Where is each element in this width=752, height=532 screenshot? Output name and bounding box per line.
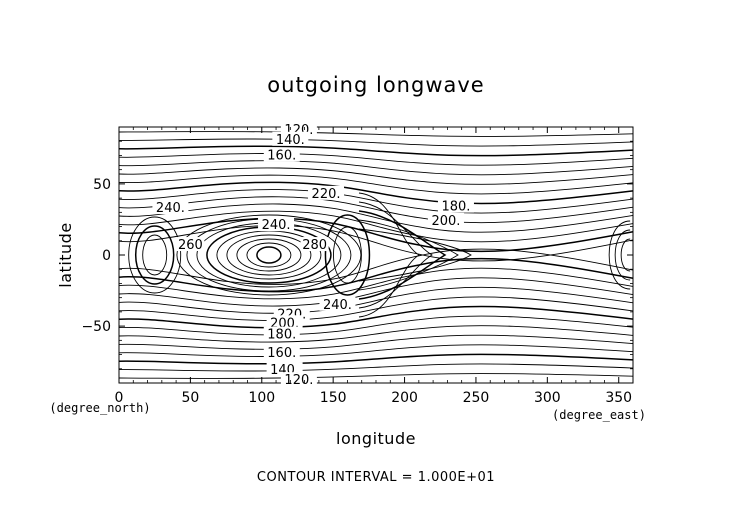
contour-closed-america: [614, 229, 631, 281]
y-axis-label: latitude: [56, 222, 75, 287]
contour-closed-africa: [128, 216, 182, 294]
contour-label-bg: [280, 372, 317, 387]
contour-line-south: [118, 277, 634, 307]
contour-closed-west-pacific: [196, 222, 342, 288]
contour-label: 160.: [267, 148, 296, 163]
contour-tongue: [358, 201, 433, 309]
contour-line-north: [118, 181, 634, 205]
contour-tongue: [358, 192, 420, 318]
x-tick-label: 300: [534, 390, 561, 406]
contour-closed-central-pacific: [324, 214, 371, 296]
contour-label: 240.: [323, 298, 352, 313]
contour-line-north: [118, 138, 634, 147]
contour-label-bg: [263, 326, 300, 341]
contour-line-north: [118, 189, 634, 214]
contour-line-south: [118, 373, 634, 379]
contour-label-bg: [266, 315, 303, 330]
contour-line-south: [118, 296, 634, 321]
contour-closed-africa: [134, 225, 175, 285]
contour-closed-west-pacific: [206, 226, 332, 284]
contour-tongue: [358, 228, 472, 282]
x-tick-label: 350: [605, 390, 632, 406]
x-tick-label: 100: [248, 390, 275, 406]
contour-line-north: [118, 203, 634, 233]
contour-line-south: [118, 334, 634, 350]
chart-title: outgoing longwave: [267, 73, 484, 97]
contour-closed-america: [608, 220, 631, 290]
x-tick-label: 200: [391, 390, 418, 406]
contour-label: 200.: [431, 214, 460, 229]
contour-line-north: [118, 196, 634, 224]
contour-line-south: [118, 353, 634, 365]
contour-tongue: [358, 219, 459, 291]
contour-closed-central-pacific: [332, 226, 362, 284]
contour-label-bg: [319, 296, 356, 311]
x-axis-label: longitude: [336, 429, 416, 448]
y-tick-label: 0: [102, 248, 111, 264]
contour-line-north: [118, 174, 634, 195]
contour-label: 260: [178, 238, 203, 253]
contour-line-south: [118, 363, 634, 372]
contour-closed-west-pacific: [186, 218, 352, 292]
contour-closed-west-pacific: [246, 242, 292, 268]
contour-line-south: [118, 286, 634, 314]
contour-label-bg: [427, 212, 464, 227]
contour-closed-west-pacific: [226, 234, 312, 276]
x-axis-ticks: 0 50 100 150 200 250 300 350: [115, 127, 632, 406]
contour-closed-west-pacific: [176, 214, 362, 296]
contour-line-north: [118, 145, 634, 157]
y-axis-ticks: −50 0 50: [81, 140, 633, 370]
contour-line-south: [118, 315, 634, 336]
contour-line-north: [118, 167, 634, 185]
contour-line-north: [118, 210, 634, 243]
x-tick-label: 0: [115, 390, 124, 406]
contour-line-south: [118, 325, 634, 343]
x-tick-label: 150: [320, 390, 347, 406]
contour-line-south: [118, 344, 634, 357]
contour-label-bg: [308, 185, 345, 200]
contour-label: 280: [302, 238, 327, 253]
contour-label-bg: [300, 237, 329, 252]
plot-frame: [118, 126, 634, 384]
x-unit-label: (degree_east): [552, 408, 646, 422]
contour-closed-africa: [142, 234, 168, 276]
contour-line-north: [118, 160, 634, 176]
contour-label-bg: [263, 147, 300, 162]
contour-label: 140.: [276, 133, 305, 148]
contour-label: 180.: [267, 328, 296, 343]
contour-label-bg: [176, 237, 205, 252]
contour-tongue: [358, 210, 447, 300]
contour-line-north: [118, 131, 634, 137]
contour-line-south: [118, 305, 634, 329]
contour-label: 160.: [267, 346, 296, 361]
contour-label-bg: [263, 345, 300, 360]
contour-closed-west-pacific: [216, 230, 322, 280]
y-unit-label: (degree_north): [49, 401, 150, 415]
x-tick-label: 50: [181, 390, 199, 406]
y-tick-label: 50: [93, 177, 111, 193]
plot-area: 120.140.160.220.240. 180.200.240.260 28024…: [118, 121, 634, 388]
contour-label: 240.: [262, 218, 291, 233]
contour-closed-west-pacific: [256, 246, 282, 264]
contour-label: 180.: [441, 200, 470, 215]
contour-interval-note: CONTOUR INTERVAL = 1.000E+01: [257, 470, 495, 485]
contour-line-south: [118, 248, 634, 285]
contour-label: 120.: [284, 373, 313, 388]
contour-lines: [118, 131, 634, 379]
contour-line-north: [118, 225, 634, 262]
y-tick-label: −50: [81, 319, 111, 335]
contour-line-south: [118, 267, 634, 300]
contour-label-bg: [437, 198, 474, 213]
contour-label: 240.: [156, 201, 185, 216]
contour-labels: 120.140.160.220.240. 180.200.240.260 28024…: [152, 121, 474, 388]
contour-line-north: [118, 153, 634, 166]
contour-label-bg: [272, 131, 309, 146]
contour-closed-west-pacific: [236, 238, 302, 272]
x-tick-label: 250: [463, 390, 490, 406]
contour-closed-america: [620, 238, 631, 272]
contour-label-bg: [258, 217, 295, 232]
contour-label-bg: [152, 200, 189, 215]
contour-label: 220.: [312, 187, 341, 202]
